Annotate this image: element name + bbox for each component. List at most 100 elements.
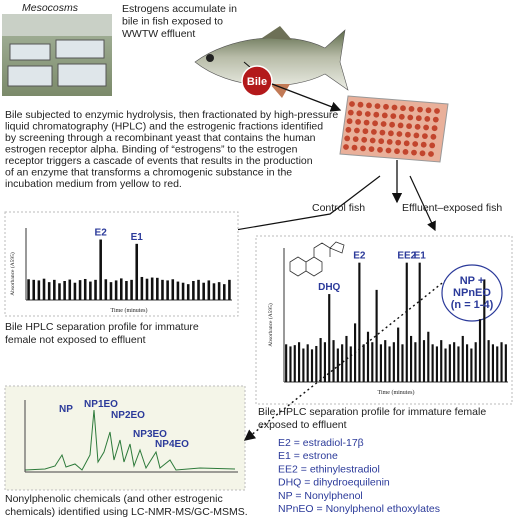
well — [356, 110, 363, 117]
method-text: of an enzyme that transforms a chromogen… — [5, 167, 292, 179]
bar — [228, 279, 231, 300]
well — [363, 119, 370, 126]
well — [373, 111, 380, 118]
bar — [392, 342, 395, 382]
peak-label: DHQ — [318, 282, 340, 293]
well — [381, 112, 388, 119]
well — [346, 118, 353, 125]
bar — [453, 342, 456, 382]
photo-label: Mesocosms — [22, 2, 79, 14]
bar — [440, 340, 443, 382]
well — [415, 115, 422, 122]
method-text: by screening through a recombinant yeast… — [5, 132, 316, 144]
peak-label: E2 — [353, 251, 366, 262]
well — [398, 113, 405, 120]
intro-text: WWTW effluent — [122, 28, 195, 40]
microplate — [339, 95, 449, 163]
bar — [130, 279, 133, 300]
peak-label: NP2EO — [111, 410, 145, 421]
caption: exposed to effluent — [258, 419, 347, 431]
method-text: estrogen receptor alpha. Binding of “est… — [5, 144, 298, 156]
bar — [202, 282, 205, 300]
bar — [73, 282, 77, 300]
bar — [487, 340, 490, 382]
bar — [414, 342, 417, 382]
peak-label: E2 — [95, 228, 108, 239]
arrow — [271, 83, 342, 112]
bar — [192, 280, 195, 300]
bar — [197, 279, 200, 300]
well — [432, 116, 439, 123]
bar — [341, 344, 344, 382]
well — [413, 132, 420, 139]
well — [429, 142, 436, 149]
bar — [422, 340, 426, 382]
well — [431, 125, 438, 132]
well — [405, 131, 411, 138]
peak-label: NP — [59, 404, 73, 415]
bar — [401, 344, 404, 382]
well — [411, 149, 417, 156]
bar — [397, 327, 400, 382]
well — [344, 135, 351, 142]
well — [361, 136, 368, 143]
bar — [37, 280, 41, 300]
well — [419, 150, 426, 157]
well — [385, 147, 392, 154]
bar — [332, 340, 335, 382]
well — [389, 121, 395, 128]
well — [352, 136, 359, 143]
well — [414, 123, 421, 130]
bar — [32, 279, 36, 300]
bar — [483, 279, 486, 382]
well — [408, 106, 415, 112]
well — [369, 137, 376, 144]
bar — [217, 282, 221, 300]
intro-text: bile in fish exposed to — [122, 16, 223, 28]
bar — [212, 283, 216, 300]
well — [420, 141, 427, 148]
peak-label: NP1EO — [84, 399, 118, 410]
legend-entry: E2 = estradiol-17β — [278, 437, 364, 449]
bar — [474, 342, 477, 382]
bar — [461, 335, 464, 382]
well — [354, 127, 360, 134]
well — [355, 119, 361, 125]
well — [383, 103, 389, 110]
bar — [358, 262, 361, 382]
well — [391, 104, 398, 111]
bar — [150, 277, 154, 300]
bar — [53, 279, 56, 300]
well — [417, 106, 423, 113]
caption: Bile HPLC separation profile for immatur… — [258, 406, 486, 418]
bar — [99, 239, 102, 300]
well — [397, 122, 404, 129]
bar — [135, 243, 139, 300]
caption: Nonylphenolic chemicals (and other estro… — [5, 493, 223, 505]
peak-label: EE2 — [397, 251, 416, 262]
bar — [302, 348, 305, 382]
bar — [285, 344, 288, 382]
bar — [140, 276, 144, 300]
method-text: incubation medium from yellow to red. — [5, 178, 182, 190]
bar — [375, 289, 378, 382]
bar — [435, 346, 438, 382]
well — [372, 120, 378, 127]
x-axis-label: Time (minutes) — [111, 307, 148, 314]
bar — [109, 282, 113, 300]
y-axis-label: Absorbance (A595) — [9, 252, 16, 296]
bar — [89, 281, 92, 300]
caption: chemicals) identified using LC-NMR-MS/GC… — [5, 506, 248, 518]
well — [430, 133, 437, 140]
well — [406, 123, 412, 129]
bar — [125, 280, 128, 300]
callout-text: NPnEO — [453, 287, 491, 299]
bar — [366, 331, 370, 382]
bar — [171, 279, 175, 300]
branch-label: Effluent–exposed fish — [402, 202, 502, 214]
well — [434, 108, 440, 114]
bar — [323, 342, 326, 382]
bar — [83, 278, 87, 300]
bar — [444, 348, 447, 382]
